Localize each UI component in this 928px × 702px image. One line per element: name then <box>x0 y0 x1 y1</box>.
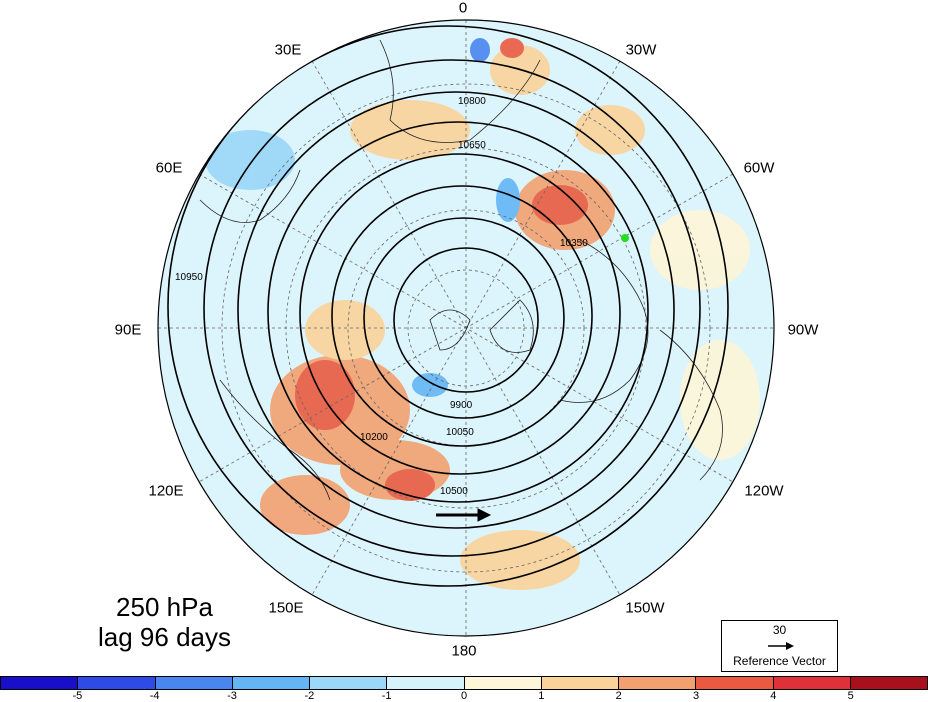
colorbar <box>0 676 928 690</box>
lon-label-30e: 30E <box>274 41 302 59</box>
contour-label: 10500 <box>440 486 468 497</box>
colorbar-segment <box>541 677 619 689</box>
contour-label: 9900 <box>450 400 473 411</box>
colorbar-segment <box>387 677 465 689</box>
contour-label: 10950 <box>175 272 203 283</box>
anomaly-shading <box>205 38 760 590</box>
colorbar-tick-label: 0 <box>460 690 468 702</box>
lon-label-180: 180 <box>451 642 477 660</box>
reference-arrow-icon <box>768 642 794 650</box>
lon-label-120w: 120W <box>744 482 784 500</box>
colorbar-tick-label: 4 <box>770 690 777 702</box>
title-level: 250 hPa <box>116 592 213 622</box>
colorbar-segment <box>850 677 927 689</box>
height-contours <box>167 25 729 587</box>
lon-label-150e: 150E <box>268 599 304 617</box>
contour-labels: 10800 10650 10500 10350 10200 10050 9900… <box>175 96 588 497</box>
colorbar-tick-label: 3 <box>692 690 700 702</box>
map-boundary <box>157 19 775 637</box>
colorbar-segment <box>619 677 697 689</box>
lon-label-30w: 30W <box>625 41 657 59</box>
reference-vector-value: 30 <box>772 623 787 637</box>
colorbar-tick-label: 1 <box>538 690 545 702</box>
colorbar-segment <box>773 677 851 689</box>
reference-vector-box: 30 Reference Vector <box>721 620 838 672</box>
lon-label-90e: 90E <box>114 321 142 339</box>
colorbar-tick-label: -5 <box>72 690 83 702</box>
lon-label-0: 0 <box>458 0 468 17</box>
contour-label: 10650 <box>458 140 486 151</box>
graticule <box>158 20 774 636</box>
lon-label-90w: 90W <box>787 321 819 339</box>
colorbar-tick-label: -3 <box>227 690 237 702</box>
wind-vectors <box>436 508 492 522</box>
contour-label: 10800 <box>458 96 486 107</box>
lon-label-60w: 60W <box>743 159 775 177</box>
contour-label: 10050 <box>446 427 474 438</box>
colorbar-segment <box>696 677 774 689</box>
colorbar-segment <box>232 677 310 689</box>
title-lag: lag 96 days <box>98 622 231 652</box>
colorbar-tick-label: -1 <box>381 690 392 702</box>
colorbar-segment <box>310 677 388 689</box>
colorbar-segment <box>78 677 156 689</box>
contour-label: 10350 <box>560 238 588 249</box>
reference-vector-label: Reference Vector <box>733 654 826 668</box>
lon-label-150w: 150W <box>625 599 665 617</box>
contour-label: 10200 <box>360 432 388 443</box>
marker-point <box>621 234 629 242</box>
lon-label-60e: 60E <box>155 159 183 177</box>
colorbar-segment <box>1 677 79 689</box>
colorbar-segment <box>464 677 542 689</box>
figure-title: 250 hPa lag 96 days <box>98 592 231 652</box>
colorbar-segment <box>155 677 233 689</box>
coastlines <box>199 39 723 501</box>
lon-label-120e: 120E <box>148 482 184 500</box>
colorbar-tick-label: 5 <box>847 690 854 702</box>
colorbar-tick-label: -2 <box>304 690 315 702</box>
colorbar-tick-label: 2 <box>615 690 622 702</box>
colorbar-tick-label: -4 <box>149 690 160 702</box>
